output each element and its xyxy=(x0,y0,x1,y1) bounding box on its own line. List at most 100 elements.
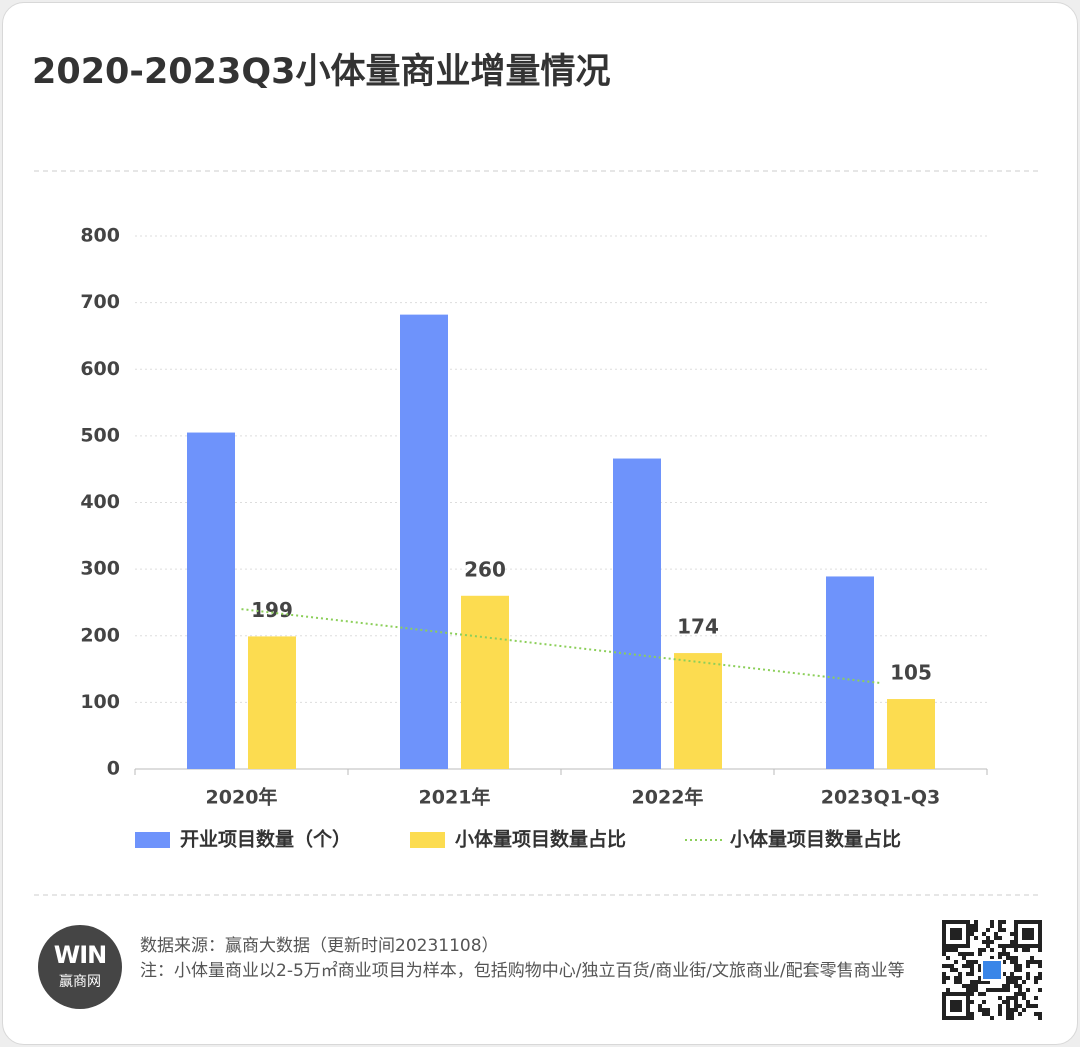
qr-cell xyxy=(970,952,974,956)
qr-cell xyxy=(1002,960,1006,964)
qr-cell xyxy=(986,1012,990,1016)
qr-cell xyxy=(970,972,974,976)
legend-swatch xyxy=(410,832,445,848)
qr-cell xyxy=(946,988,950,992)
qr-cell xyxy=(1006,952,1010,956)
qr-cell xyxy=(986,988,990,992)
qr-cell xyxy=(1014,996,1018,1000)
qr-cell xyxy=(1038,964,1042,968)
qr-finder xyxy=(942,920,970,948)
qr-cell xyxy=(986,928,990,932)
qr-cell xyxy=(1010,940,1014,944)
qr-cell xyxy=(998,924,1002,928)
qr-cell xyxy=(998,928,1002,932)
bar xyxy=(674,653,722,769)
qr-cell xyxy=(978,964,982,968)
qr-cell xyxy=(1010,972,1014,976)
qr-cell xyxy=(1006,976,1010,980)
qr-cell xyxy=(1002,988,1006,992)
qr-cell xyxy=(966,964,970,968)
qr-cell xyxy=(970,924,974,928)
qr-cell xyxy=(1010,976,1014,980)
qr-cell xyxy=(1010,1008,1014,1012)
qr-cell xyxy=(954,976,958,980)
legend-label: 小体量项目数量占比 xyxy=(730,828,901,851)
qr-cell xyxy=(1026,948,1030,952)
qr-cell xyxy=(1034,980,1038,984)
qr-cell xyxy=(946,976,950,980)
value-label: 260 xyxy=(464,557,506,581)
qr-cell xyxy=(1002,1000,1006,1004)
y-tick-label: 200 xyxy=(80,624,120,646)
qr-cell xyxy=(994,932,998,936)
bar xyxy=(461,595,509,769)
qr-cell xyxy=(982,980,986,984)
chart-title: 2020-2023Q3小体量商业增量情况 xyxy=(32,52,610,92)
qr-cell xyxy=(1010,1016,1014,1020)
qr-cell xyxy=(990,924,994,928)
qr-cell xyxy=(990,920,994,924)
qr-cell xyxy=(946,948,950,952)
qr-cell xyxy=(970,1000,974,1004)
qr-cell xyxy=(958,972,962,976)
qr-cell xyxy=(986,940,990,944)
qr-logo xyxy=(981,959,1003,981)
qr-cell xyxy=(1006,984,1010,988)
qr-cell xyxy=(1006,1008,1010,1012)
qr-cell xyxy=(990,1016,994,1020)
qr-cell xyxy=(1010,956,1014,960)
qr-cell xyxy=(1014,1004,1018,1008)
qr-cell xyxy=(942,948,946,952)
qr-cell xyxy=(962,964,966,968)
y-tick-label: 100 xyxy=(80,691,120,713)
value-label: 174 xyxy=(677,615,719,639)
qr-cell xyxy=(1010,932,1014,936)
qr-cell xyxy=(946,956,950,960)
qr-cell xyxy=(978,1004,982,1008)
y-tick-label: 400 xyxy=(80,491,120,513)
qr-cell xyxy=(1022,992,1026,996)
qr-cell xyxy=(978,948,982,952)
qr-cell xyxy=(1014,968,1018,972)
qr-cell xyxy=(1034,996,1038,1000)
bar xyxy=(613,458,661,769)
qr-cell xyxy=(990,988,994,992)
qr-cell xyxy=(986,980,990,984)
qr-cell xyxy=(966,952,970,956)
qr-cell xyxy=(1026,1004,1030,1008)
qr-cell xyxy=(1022,948,1026,952)
qr-cell xyxy=(1018,964,1022,968)
qr-cell xyxy=(954,960,958,964)
qr-cell xyxy=(942,976,946,980)
qr-cell xyxy=(1026,960,1030,964)
qr-cell xyxy=(1006,980,1010,984)
qr-cell xyxy=(982,1008,986,1012)
qr-cell xyxy=(970,964,974,968)
source: 数据来源：赢商大数据（更新时间20231108） xyxy=(140,936,499,956)
logo-mark: WIN xyxy=(53,941,108,969)
y-tick-label: 800 xyxy=(80,225,120,247)
qr-cell xyxy=(970,980,974,984)
qr-cell xyxy=(970,960,974,964)
qr-cell xyxy=(1006,1000,1010,1004)
qr-cell xyxy=(966,960,970,964)
qr-cell xyxy=(1034,976,1038,980)
qr-cell xyxy=(990,940,994,944)
qr-cell xyxy=(970,1016,974,1020)
qr-cell xyxy=(1034,1012,1038,1016)
qr-cell xyxy=(1026,1000,1030,1004)
qr-cell xyxy=(1034,1004,1038,1008)
qr-cell xyxy=(970,1012,974,1016)
qr-finder xyxy=(942,992,970,1020)
qr-cell xyxy=(1006,1016,1010,1020)
qr-cell xyxy=(1018,984,1022,988)
qr-cell xyxy=(958,952,962,956)
qr-cell xyxy=(1026,976,1030,980)
qr-cell xyxy=(1014,1008,1018,1012)
qr-cell xyxy=(990,956,994,960)
x-tick-label: 2021年 xyxy=(419,786,491,809)
qr-cell xyxy=(1002,928,1006,932)
qr-cell xyxy=(986,1008,990,1012)
qr-cell xyxy=(1030,1004,1034,1008)
